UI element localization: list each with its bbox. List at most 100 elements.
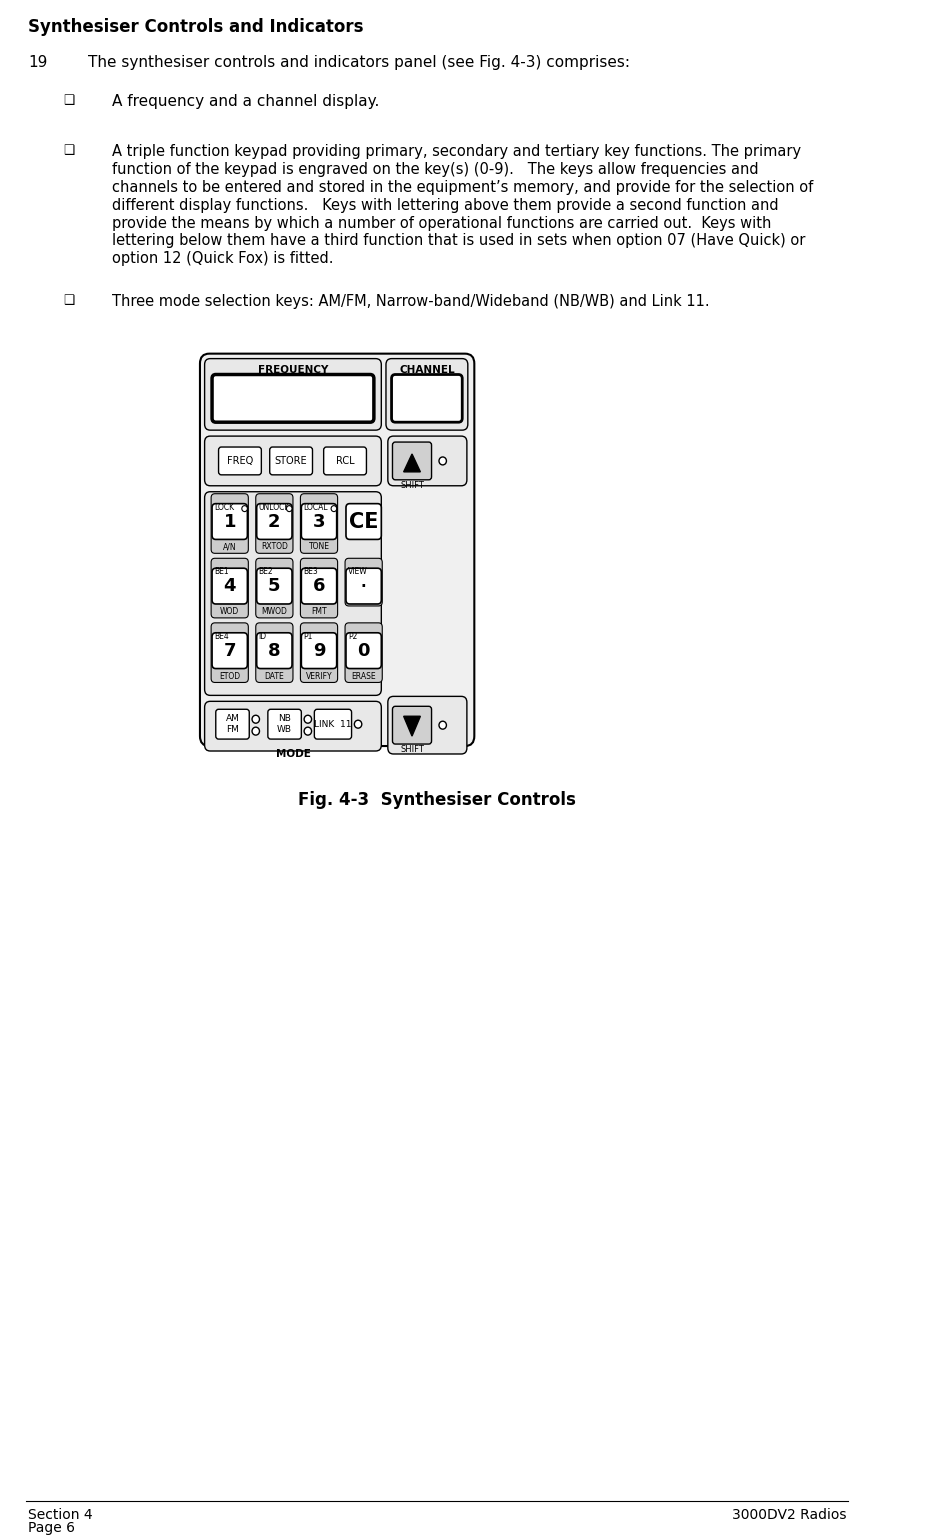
FancyBboxPatch shape — [302, 633, 337, 668]
Text: A/N: A/N — [223, 542, 237, 551]
Text: UNLOCK: UNLOCK — [258, 502, 290, 511]
Text: BE1: BE1 — [214, 567, 228, 576]
Text: A frequency and a channel display.: A frequency and a channel display. — [112, 94, 379, 109]
FancyBboxPatch shape — [302, 568, 337, 604]
Text: function of the keypad is engraved on the key(s) (0-9).   The keys allow frequen: function of the keypad is engraved on th… — [112, 161, 759, 177]
Text: channels to be entered and stored in the equipment’s memory, and provide for the: channels to be entered and stored in the… — [112, 180, 813, 195]
FancyBboxPatch shape — [212, 568, 247, 604]
Text: option 12 (Quick Fox) is fitted.: option 12 (Quick Fox) is fitted. — [112, 252, 333, 266]
Text: ETOD: ETOD — [219, 671, 241, 680]
Text: VERIFY: VERIFY — [306, 671, 333, 680]
Text: LINK  11: LINK 11 — [314, 720, 352, 728]
Text: 8: 8 — [268, 642, 281, 659]
FancyBboxPatch shape — [257, 504, 292, 539]
FancyBboxPatch shape — [205, 702, 382, 751]
FancyBboxPatch shape — [256, 493, 293, 553]
Circle shape — [287, 505, 292, 511]
FancyBboxPatch shape — [302, 504, 337, 539]
FancyBboxPatch shape — [256, 558, 293, 617]
FancyBboxPatch shape — [205, 492, 382, 696]
FancyBboxPatch shape — [212, 558, 248, 617]
Text: provide the means by which a number of operational functions are carried out.  K: provide the means by which a number of o… — [112, 215, 771, 230]
FancyBboxPatch shape — [257, 633, 292, 668]
Text: BE4: BE4 — [214, 631, 228, 641]
Text: MODE: MODE — [275, 750, 310, 759]
Text: FREQUENCY: FREQUENCY — [258, 364, 328, 375]
FancyBboxPatch shape — [323, 447, 367, 475]
Text: SHIFT: SHIFT — [400, 481, 424, 490]
Circle shape — [331, 505, 337, 511]
Text: ·: · — [361, 579, 367, 593]
FancyBboxPatch shape — [212, 493, 248, 553]
Text: TONE: TONE — [308, 542, 330, 551]
Text: A triple function keypad providing primary, secondary and tertiary key functions: A triple function keypad providing prima… — [112, 144, 801, 160]
FancyBboxPatch shape — [346, 633, 382, 668]
Text: CHANNEL: CHANNEL — [400, 364, 455, 375]
Text: NB
WB: NB WB — [277, 714, 292, 734]
Text: Section 4: Section 4 — [28, 1508, 92, 1522]
Text: STORE: STORE — [274, 456, 307, 465]
Text: WOD: WOD — [220, 607, 240, 616]
Text: RCL: RCL — [336, 456, 354, 465]
FancyBboxPatch shape — [212, 624, 248, 682]
FancyBboxPatch shape — [388, 436, 467, 485]
FancyBboxPatch shape — [346, 504, 382, 539]
Circle shape — [439, 458, 446, 465]
Circle shape — [242, 505, 247, 511]
Circle shape — [439, 722, 446, 730]
FancyBboxPatch shape — [216, 710, 249, 739]
FancyBboxPatch shape — [392, 375, 462, 422]
FancyBboxPatch shape — [345, 624, 383, 682]
Text: 6: 6 — [313, 578, 325, 594]
Text: LOCAL: LOCAL — [304, 502, 328, 511]
Text: 3000DV2 Radios: 3000DV2 Radios — [732, 1508, 846, 1522]
Text: VIEW: VIEW — [348, 567, 368, 576]
Text: 7: 7 — [224, 642, 236, 659]
Circle shape — [305, 716, 311, 723]
Circle shape — [252, 727, 259, 736]
Text: FREQ: FREQ — [227, 456, 253, 465]
Text: ❑: ❑ — [63, 94, 74, 108]
FancyBboxPatch shape — [212, 375, 374, 422]
FancyBboxPatch shape — [205, 436, 382, 485]
Circle shape — [305, 727, 311, 736]
Text: 1: 1 — [224, 513, 236, 530]
Text: Page 6: Page 6 — [28, 1521, 75, 1534]
Text: lettering below them have a third function that is used in sets when option 07 (: lettering below them have a third functi… — [112, 233, 805, 249]
Polygon shape — [403, 455, 420, 472]
Text: 0: 0 — [357, 642, 370, 659]
Text: MWOD: MWOD — [261, 607, 288, 616]
FancyBboxPatch shape — [200, 353, 475, 746]
Text: BE3: BE3 — [304, 567, 318, 576]
FancyBboxPatch shape — [393, 707, 431, 743]
Text: 4: 4 — [224, 578, 236, 594]
FancyBboxPatch shape — [386, 358, 468, 430]
FancyBboxPatch shape — [314, 710, 352, 739]
Text: P1: P1 — [304, 631, 313, 641]
FancyBboxPatch shape — [219, 447, 261, 475]
FancyBboxPatch shape — [257, 568, 292, 604]
Text: BE2: BE2 — [258, 567, 274, 576]
FancyBboxPatch shape — [301, 558, 337, 617]
Polygon shape — [403, 716, 420, 736]
Text: 3: 3 — [313, 513, 325, 530]
FancyBboxPatch shape — [301, 493, 337, 553]
FancyBboxPatch shape — [393, 442, 431, 479]
FancyBboxPatch shape — [212, 633, 247, 668]
Text: 9: 9 — [313, 642, 325, 659]
Text: The synthesiser controls and indicators panel (see Fig. 4-3) comprises:: The synthesiser controls and indicators … — [88, 55, 631, 69]
Text: ERASE: ERASE — [352, 671, 376, 680]
Text: AM
FM: AM FM — [226, 714, 240, 734]
Text: ❑: ❑ — [63, 293, 74, 307]
Text: RXTOD: RXTOD — [261, 542, 288, 551]
Text: different display functions.   Keys with lettering above them provide a second f: different display functions. Keys with l… — [112, 198, 778, 212]
FancyBboxPatch shape — [301, 624, 337, 682]
Text: ID: ID — [258, 631, 267, 641]
Text: ❑: ❑ — [63, 144, 74, 157]
Text: Three mode selection keys: AM/FM, Narrow-band/Wideband (NB/WB) and Link 11.: Three mode selection keys: AM/FM, Narrow… — [112, 293, 710, 309]
Text: 19: 19 — [28, 55, 47, 69]
Text: FMT: FMT — [311, 607, 327, 616]
Text: P2: P2 — [348, 631, 357, 641]
Text: DATE: DATE — [264, 671, 284, 680]
Text: CE: CE — [349, 511, 379, 531]
